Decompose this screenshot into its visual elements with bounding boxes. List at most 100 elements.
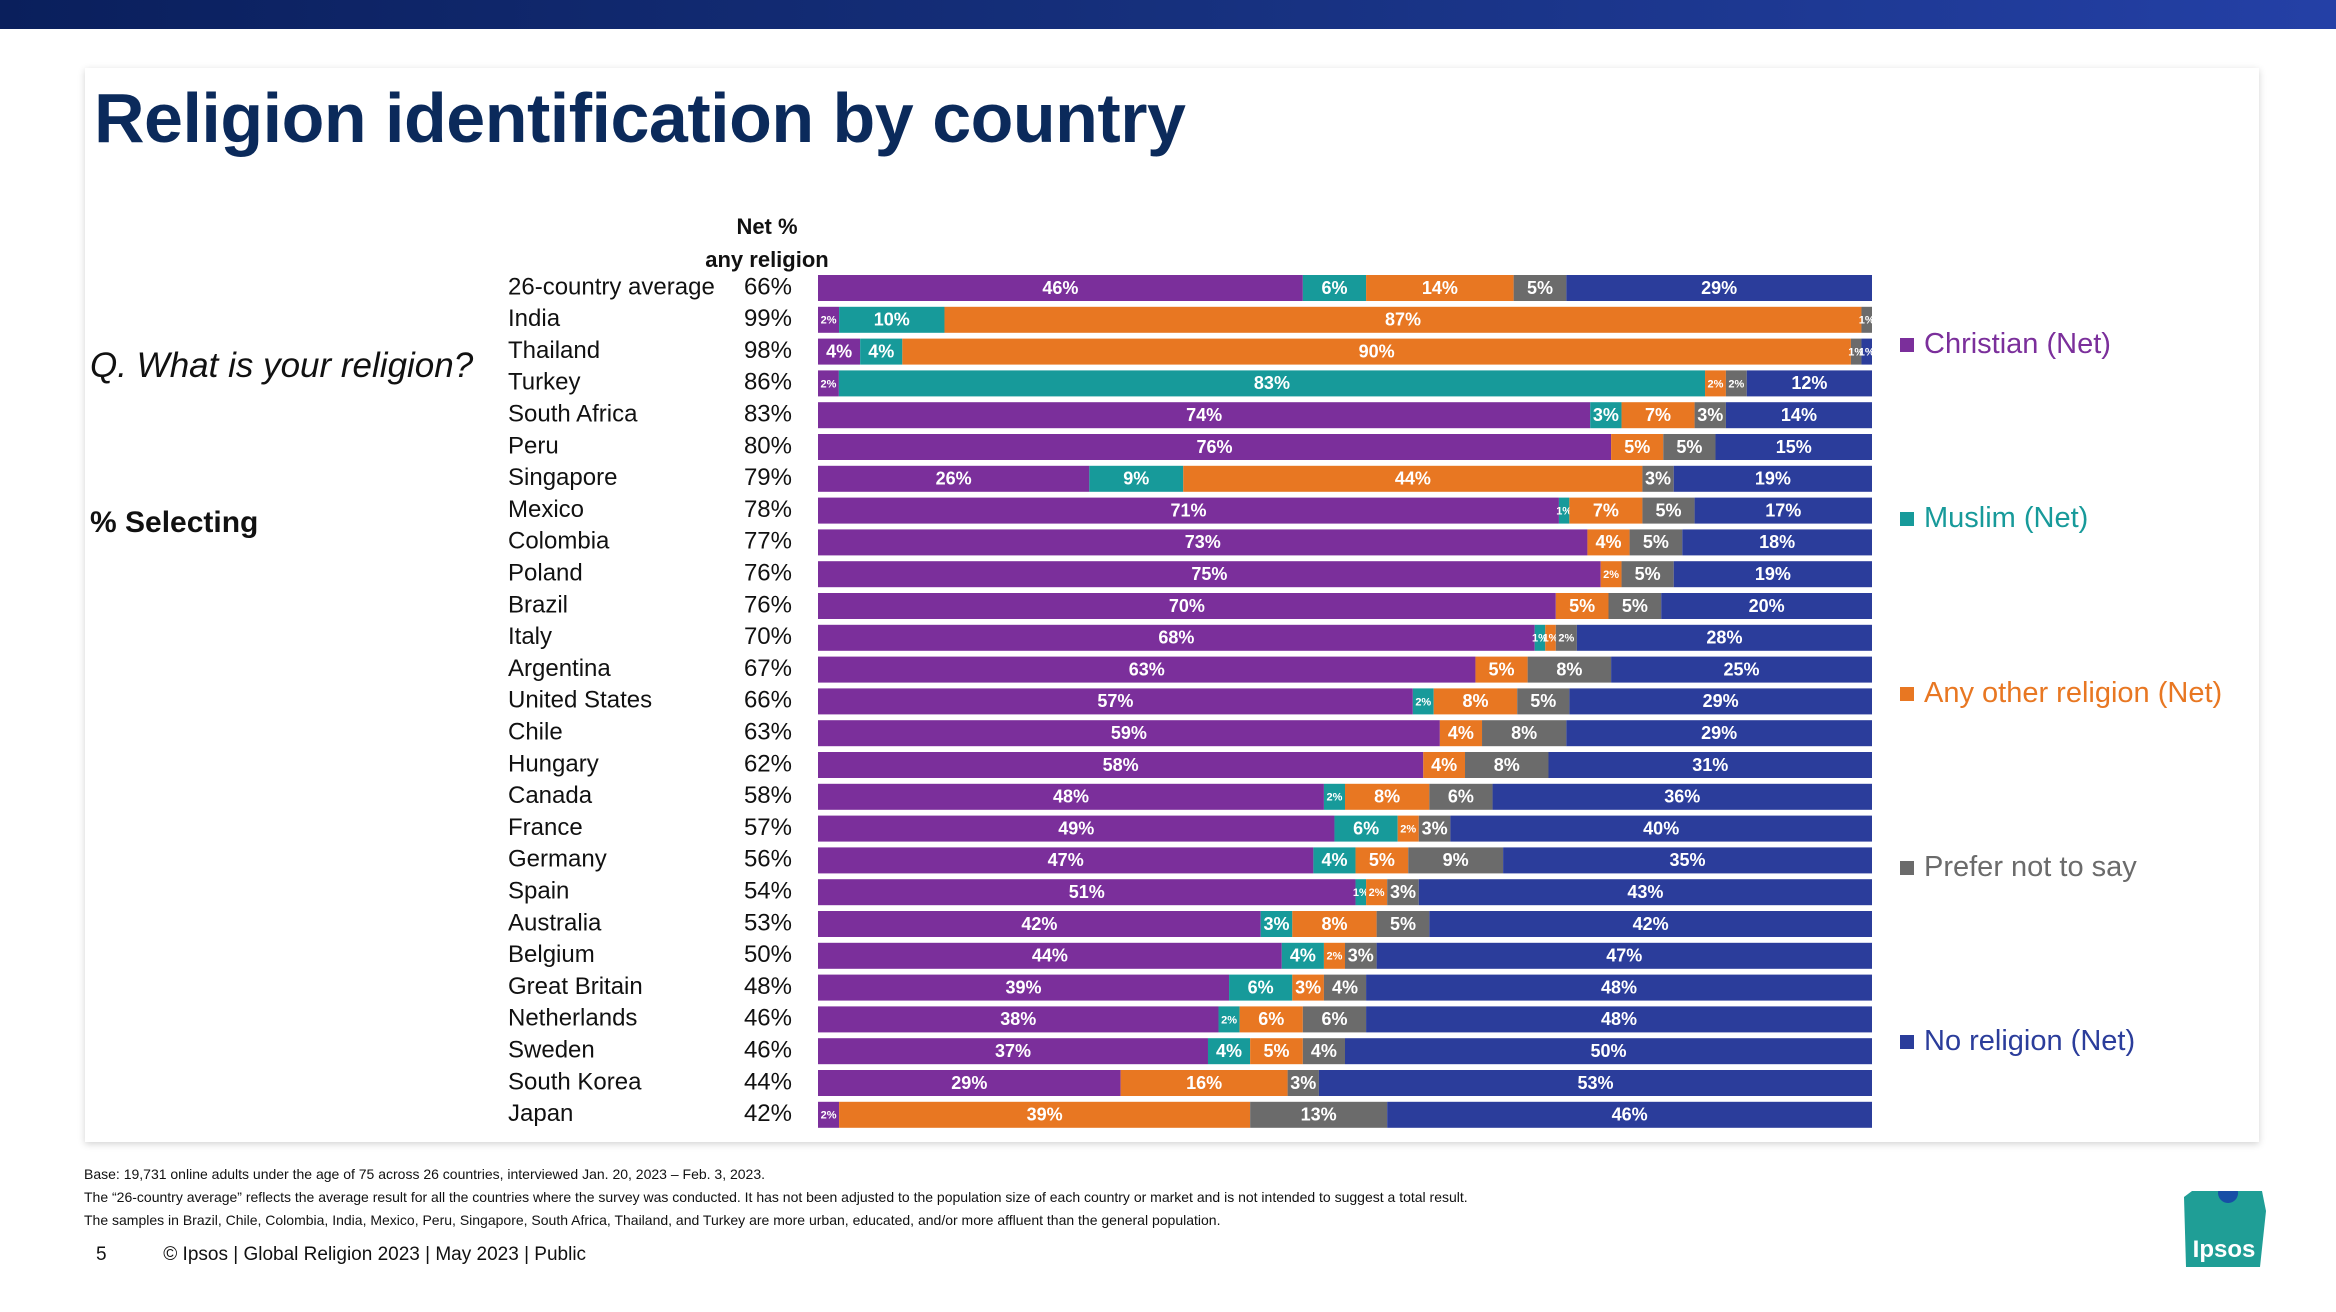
data-label: 6%: [1248, 977, 1274, 997]
data-label: 68%: [1158, 628, 1194, 648]
bar-segment-any-other-religion-net: [1475, 656, 1528, 683]
bar-row-sweden: Sweden 46% 37% 4% 5% 4% 50%: [508, 1037, 1872, 1065]
data-label: 2%: [1708, 378, 1724, 390]
bar-segment-muslim-net: [1590, 402, 1622, 429]
net-any-religion-value: 77%: [744, 528, 792, 555]
data-label: 2%: [821, 1110, 837, 1122]
data-label: 4%: [1595, 532, 1621, 552]
net-any-religion-value: 66%: [744, 687, 792, 714]
data-label: 3%: [1593, 405, 1619, 425]
bar-segment-no-religion-net: [1673, 465, 1872, 492]
bar-segment-christian-net: [818, 974, 1230, 1001]
category-label: Great Britain: [508, 973, 643, 1000]
svg-text:Ipsos: Ipsos: [2193, 1236, 2256, 1263]
bar-row-japan: Japan 42% 2% 39% 13% 46%: [508, 1100, 1872, 1128]
net-any-religion-value: 57%: [744, 814, 792, 841]
bar-segment-prefer-not-to-say: [1621, 561, 1674, 588]
bar-segment-prefer-not-to-say: [1527, 656, 1612, 683]
bar-segment-prefer-not-to-say: [1323, 974, 1367, 1001]
bar-segment-christian-net: [818, 402, 1591, 429]
net-any-religion-value: 48%: [744, 973, 792, 1000]
bar-row-france: France 57% 49% 6% 2% 3% 40%: [508, 814, 1872, 842]
data-label: 3%: [1348, 946, 1374, 966]
bar-segment-any-other-religion-net: [1397, 815, 1419, 842]
bar-segment-any-other-religion-net: [1366, 275, 1514, 301]
net-any-religion-value: 76%: [744, 560, 792, 587]
data-label: 51%: [1069, 882, 1105, 902]
bar-segment-muslim-net: [839, 306, 945, 333]
bar-segment-no-religion-net: [1576, 624, 1872, 651]
data-label: 2%: [1221, 1014, 1237, 1026]
category-label: Japan: [508, 1100, 573, 1127]
page-title: Religion identification by country: [94, 79, 1186, 157]
data-label: 26%: [936, 469, 972, 489]
net-any-religion-value: 86%: [744, 369, 792, 396]
data-label: 28%: [1706, 628, 1742, 648]
bar-segment-prefer-not-to-say: [1629, 529, 1683, 556]
bar-segment-prefer-not-to-say: [1513, 275, 1567, 301]
bar-segment-no-religion-net: [1566, 720, 1872, 747]
category-label: Germany: [508, 846, 607, 873]
data-label: 17%: [1765, 500, 1801, 520]
data-label: 5%: [1569, 596, 1595, 616]
bar-segment-any-other-religion-net: [1366, 879, 1388, 906]
data-label: 2%: [1728, 378, 1744, 390]
bar-row-great-britain: Great Britain 48% 39% 6% 3% 4% 48%: [508, 973, 1872, 1001]
data-label: 31%: [1692, 755, 1728, 775]
selecting-label: % Selecting: [90, 506, 259, 539]
bar-segment-muslim-net: [1302, 275, 1367, 301]
bar-segment-no-religion-net: [1673, 561, 1872, 588]
bar-segment-prefer-not-to-say: [1287, 1070, 1319, 1096]
bar-segment-any-other-religion-net: [944, 306, 1862, 333]
data-label: 4%: [1321, 850, 1347, 870]
bar-row-turkey: Turkey 86% 2% 83% 2% 2% 12%: [508, 369, 1872, 397]
bar-segment-prefer-not-to-say: [1418, 815, 1451, 842]
data-label: 2%: [1415, 696, 1431, 708]
category-label: Hungary: [508, 750, 599, 777]
bar-row-hungary: Hungary 62% 58% 4% 8% 31%: [508, 750, 1872, 778]
footnote-base: Base: 19,731 online adults under the age…: [84, 1166, 766, 1182]
data-label: 29%: [1701, 723, 1737, 743]
bar-segment-no-religion-net: [1366, 1006, 1872, 1033]
bar-segment-prefer-not-to-say: [1861, 306, 1872, 333]
data-label: 47%: [1048, 850, 1084, 870]
data-label: 38%: [1000, 1009, 1036, 1029]
net-header-line-1: Net %: [736, 214, 798, 239]
bar-row-india: India 99% 2% 10% 87% 1%: [508, 305, 1875, 333]
data-label: 47%: [1606, 946, 1642, 966]
bar-segment-any-other-religion-net: [1600, 561, 1622, 588]
data-label: 8%: [1494, 755, 1520, 775]
bar-segment-muslim-net: [860, 338, 903, 365]
bar-segment-any-other-religion-net: [1423, 752, 1466, 778]
data-label: 39%: [1027, 1105, 1063, 1125]
bar-segment-no-religion-net: [1318, 1070, 1872, 1096]
data-label: 43%: [1627, 882, 1663, 902]
bar-row-chile: Chile 63% 59% 4% 8% 29%: [508, 719, 1872, 747]
category-label: 26-country average: [508, 273, 715, 300]
bar-segment-no-religion-net: [1746, 370, 1872, 397]
category-label: Italy: [508, 623, 552, 650]
bar-segment-muslim-net: [1558, 497, 1570, 524]
category-label: France: [508, 814, 583, 841]
bar-row-singapore: Singapore 79% 26% 9% 44% 3% 19%: [508, 464, 1872, 492]
bar-segment-any-other-religion-net: [1705, 370, 1726, 397]
bar-segment-christian-net: [818, 529, 1588, 556]
data-label: 48%: [1053, 787, 1089, 807]
data-label: 16%: [1186, 1073, 1222, 1093]
data-label: 39%: [1006, 977, 1042, 997]
data-label: 74%: [1186, 405, 1222, 425]
bar-segment-christian-net: [818, 1038, 1208, 1065]
legend-label-no-religion: No religion (Net): [1924, 1025, 2136, 1057]
category-label: Canada: [508, 782, 593, 809]
bar-segment-no-religion-net: [1503, 847, 1872, 874]
legend-swatch-prefer-not-to-say: [1900, 860, 1914, 875]
net-header-line-2: any religion: [705, 247, 829, 272]
bar-segment-any-other-religion-net: [902, 338, 1851, 365]
bar-segment-christian-net: [818, 688, 1413, 715]
bar-segment-any-other-religion-net: [1292, 911, 1377, 937]
bar-segment-any-other-religion-net: [1433, 688, 1518, 715]
data-label: 35%: [1670, 850, 1706, 870]
bar-segment-prefer-not-to-say: [1663, 434, 1716, 460]
data-label: 2%: [1603, 569, 1619, 581]
data-label: 4%: [1448, 723, 1474, 743]
